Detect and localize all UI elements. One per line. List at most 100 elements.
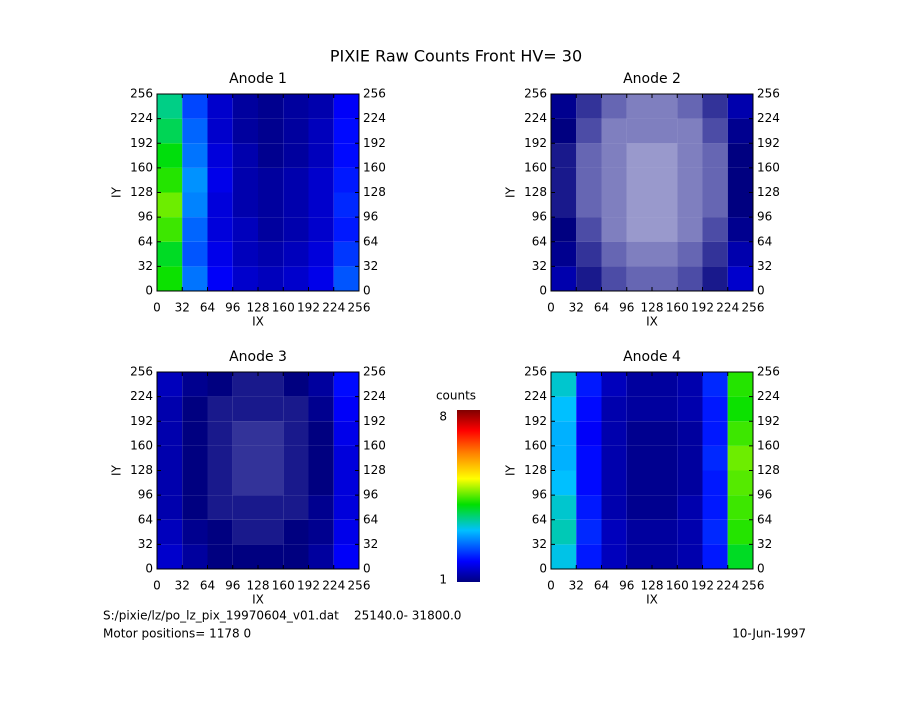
footer-motor: Motor positions= 1178 0 <box>103 627 251 641</box>
heatmap-cell <box>308 94 334 119</box>
heatmap-cell <box>551 544 577 569</box>
heatmap-cell <box>157 94 183 119</box>
y-tick-label-right: 256 <box>363 365 386 379</box>
heatmap-cell <box>576 143 602 168</box>
x-tick-label: 160 <box>666 579 689 593</box>
y-tick-label: 224 <box>130 389 153 403</box>
heatmap-cell <box>702 421 728 446</box>
heatmap-cell <box>283 118 309 144</box>
y-tick-label: 224 <box>524 111 547 125</box>
heatmap-cell <box>601 217 627 242</box>
heatmap-cell <box>702 495 728 520</box>
heatmap-cell <box>677 167 703 193</box>
x-tick-label: 32 <box>569 301 584 315</box>
y-tick-label-right: 256 <box>757 87 780 101</box>
heatmap-cell <box>626 495 652 520</box>
heatmap-cell <box>258 192 284 218</box>
x-tick-label: 32 <box>175 301 190 315</box>
heatmap-cell <box>308 495 334 520</box>
heatmap-cell <box>652 470 678 496</box>
heatmap-cell <box>333 470 359 496</box>
heatmap-cell <box>232 495 258 520</box>
heatmap-cell <box>576 519 602 545</box>
heatmap-cell <box>207 495 233 520</box>
heatmap-cell <box>232 421 258 446</box>
y-tick-label-right: 32 <box>757 259 772 273</box>
y-tick-label: 64 <box>138 512 153 526</box>
heatmap-cell <box>626 266 652 291</box>
heatmap-cell <box>182 495 208 520</box>
heatmap-cell <box>283 544 309 569</box>
heatmap-cell <box>207 167 233 193</box>
footer-file: S:/pixie/lz/po_lz_pix_19970604_v01.dat 2… <box>103 609 461 623</box>
heatmap-cell <box>702 396 728 422</box>
heatmap-cell <box>601 495 627 520</box>
x-tick-label: 192 <box>691 301 714 315</box>
heatmap-cell <box>207 192 233 218</box>
heatmap-cell <box>232 396 258 422</box>
heatmap-cell <box>308 470 334 496</box>
heatmap-cell <box>652 519 678 545</box>
y-tick-label-right: 64 <box>757 234 772 248</box>
heatmap-cell <box>702 143 728 168</box>
heatmap-cell <box>601 396 627 422</box>
heatmap-cell <box>702 94 728 119</box>
y-tick-label: 32 <box>532 537 547 551</box>
heatmap-cell <box>551 118 577 144</box>
y-tick-label: 0 <box>145 284 153 298</box>
heatmap-cell <box>677 217 703 242</box>
x-tick-label: 256 <box>348 579 371 593</box>
heatmap-cell <box>283 217 309 242</box>
heatmap-cell <box>727 94 753 119</box>
heatmap-cell <box>283 495 309 520</box>
heatmap-cell <box>258 217 284 242</box>
heatmap-cell <box>283 396 309 422</box>
heatmap-cell <box>333 495 359 520</box>
heatmap-cell <box>652 118 678 144</box>
heatmap-cell <box>727 192 753 218</box>
heatmap-cell <box>576 94 602 119</box>
heatmap-cell <box>207 241 233 267</box>
heatmap-cell <box>652 192 678 218</box>
y-tick-label-right: 224 <box>363 389 386 403</box>
heatmap-cell <box>283 519 309 545</box>
x-tick-label: 0 <box>547 579 555 593</box>
y-tick-label: 0 <box>539 562 547 576</box>
panel-title: Anode 3 <box>229 349 287 365</box>
x-tick-label: 128 <box>641 301 664 315</box>
heatmap-cell <box>182 372 208 397</box>
heatmap-cell <box>677 192 703 218</box>
colorbar-max: 8 <box>439 410 447 424</box>
heatmap-cell <box>626 396 652 422</box>
heatmap-cell <box>333 445 359 471</box>
heatmap-cell <box>283 94 309 119</box>
y-tick-label: 128 <box>130 185 153 199</box>
heatmap-cell <box>308 217 334 242</box>
heatmap-cell <box>626 470 652 496</box>
heatmap-cell <box>283 470 309 496</box>
heatmap-cell <box>182 143 208 168</box>
x-tick-label: 256 <box>742 579 765 593</box>
heatmap-cell <box>283 372 309 397</box>
heatmap-cell <box>333 519 359 545</box>
x-tick-label: 160 <box>272 579 295 593</box>
x-tick-label: 256 <box>742 301 765 315</box>
heatmap-cell <box>677 396 703 422</box>
heatmap-cell <box>601 445 627 471</box>
x-tick-label: 0 <box>153 579 161 593</box>
heatmap-cell <box>207 519 233 545</box>
heatmap-cell <box>182 396 208 422</box>
heatmap-cell <box>727 217 753 242</box>
y-tick-label: 128 <box>524 185 547 199</box>
heatmap-cell <box>333 143 359 168</box>
heatmap-cell <box>157 217 183 242</box>
heatmap-cell <box>551 217 577 242</box>
heatmap-cell <box>626 118 652 144</box>
y-tick-label-right: 160 <box>757 160 780 174</box>
heatmap-cell <box>727 519 753 545</box>
x-tick-label: 0 <box>547 301 555 315</box>
heatmap-cell <box>551 519 577 545</box>
heatmap-cell <box>182 167 208 193</box>
heatmap-cell <box>576 544 602 569</box>
heatmap-cell <box>182 421 208 446</box>
